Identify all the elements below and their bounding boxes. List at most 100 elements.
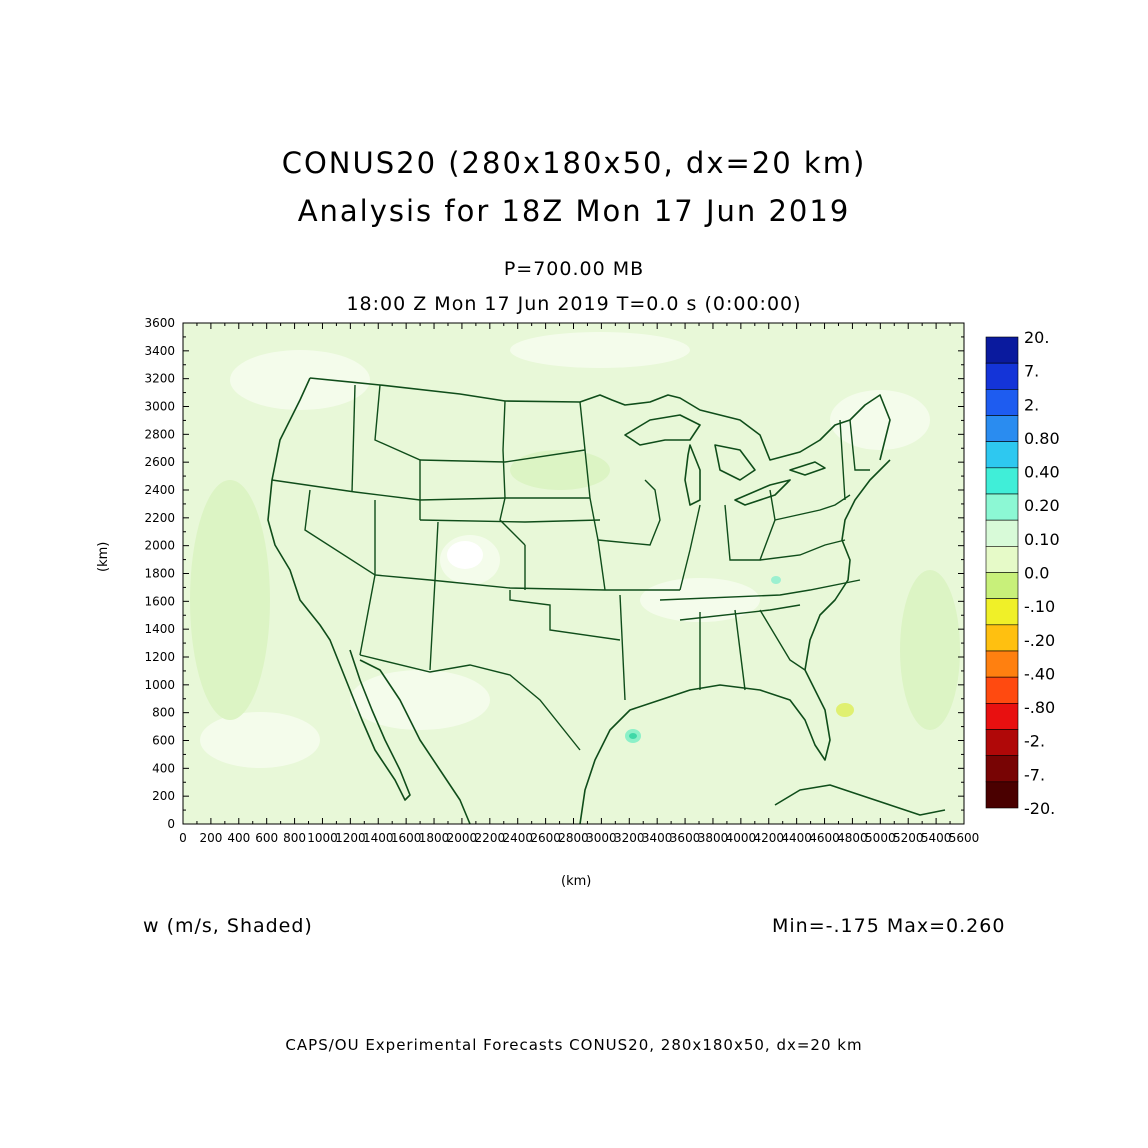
y-tick-label: 2600 [144,455,175,469]
colorbar-swatch [985,467,1019,495]
colorbar-label: -.20 [1024,631,1055,650]
shading-white-patch [447,541,483,569]
chart-title-line2: Analysis for 18Z Mon 17 Jun 2019 [297,194,851,228]
valid-time: 18:00 Z Mon 17 Jun 2019 T=0.0 s (0:00:00… [346,293,802,315]
min-max-readout: Min=-.175 Max=0.260 [772,915,1006,937]
colorbar-label: 20. [1024,328,1049,347]
x-tick-label: 5600 [949,831,980,845]
colorbar-swatch [985,362,1019,390]
colorbar-label: 0.0 [1024,564,1049,583]
y-tick-label: 400 [152,761,175,775]
colorbar-swatch [985,598,1019,626]
x-tick-label: 600 [255,831,278,845]
y-tick-label: 1000 [144,678,175,692]
x-tick-label: 0 [179,831,187,845]
y-tick-label: 3400 [144,344,175,358]
x-tick-label: 200 [199,831,222,845]
west-coast [267,377,411,801]
y-tick-label: 3000 [144,400,175,414]
x-tick-label: 800 [283,831,306,845]
x-tick-label: 2200 [475,831,506,845]
east-coast [804,459,891,671]
x-tick-label: 2000 [447,831,478,845]
x-tick-label: 4600 [809,831,840,845]
y-tick-label: 3200 [144,372,175,386]
x-tick-label: 3400 [642,831,673,845]
lake-huron [714,444,756,481]
x-axis-ticks: 0 200 400 600 800 100012001400160018002000220… [179,323,979,845]
coastline-and-borders [267,377,946,825]
mexico-coast [359,659,471,825]
x-tick-label: 1400 [363,831,394,845]
colorbar-swatch [985,415,1019,442]
lake-ontario [789,461,826,476]
x-axis-label: (km) [561,874,592,889]
y-tick-label: 2000 [144,539,175,553]
us-canada-border [309,377,891,461]
colorbar-label: 2. [1024,395,1039,414]
x-tick-label: 1200 [335,831,366,845]
footer-credit: CAPS/OU Experimental Forecasts CONUS20, … [285,1036,863,1054]
colorbar-swatch [985,650,1019,678]
colorbar-swatch [985,336,1019,364]
x-tick-label: 3600 [670,831,701,845]
x-tick-label: 3000 [586,831,617,845]
colorbar-swatch [985,519,1019,547]
y-tick-label: 2800 [144,427,175,441]
y-tick-label: 1800 [144,567,175,581]
gulf-coast [579,669,831,825]
x-tick-label: 4400 [781,831,812,845]
map-area [183,323,964,825]
colorbar-label: 0.80 [1024,429,1060,448]
colorbar-swatch [985,729,1019,756]
x-tick-label: 3200 [614,831,645,845]
colorbar: 20. 7. 2. 0.80 0.40 0.20 0.10 0.0 -.10 -.20 -.40 -.… [985,328,1060,818]
colorbar-label: 0.40 [1024,463,1060,482]
y-axis-ticks: 0 200 400 600 800 1000 1200 1400 1600 1800 2000 220… [144,316,964,831]
colorbar-swatch [985,546,1019,573]
y-tick-label: 1200 [144,650,175,664]
y-tick-label: 600 [152,734,175,748]
lake-michigan [684,444,701,506]
state-boundaries [271,384,870,751]
y-tick-label: 2200 [144,511,175,525]
lake-erie [734,479,791,506]
colorbar-swatch [985,441,1019,469]
colorbar-label: 0.20 [1024,496,1060,515]
field-label: w (m/s, Shaded) [143,915,313,937]
colorbar-label: -.10 [1024,597,1055,616]
x-tick-label: 5400 [921,831,952,845]
colorbar-swatch [985,755,1019,783]
colorbar-label: 0.10 [1024,530,1060,549]
y-tick-label: 1400 [144,622,175,636]
colorbar-label: -2. [1024,732,1045,751]
x-tick-label: 2800 [558,831,589,845]
colorbar-swatch [985,624,1019,652]
colorbar-swatch [985,703,1019,730]
colorbar-label: -20. [1024,799,1055,818]
x-tick-label: 1600 [391,831,422,845]
x-tick-label: 1000 [307,831,338,845]
x-tick-label: 400 [227,831,250,845]
y-tick-label: 3600 [144,316,175,330]
shading-light-patches [200,332,930,768]
x-tick-label: 2400 [502,831,533,845]
colorbar-label: -.40 [1024,664,1055,683]
colorbar-swatch [985,781,1019,809]
x-tick-label: 5000 [865,831,896,845]
x-tick-label: 3800 [698,831,729,845]
y-axis-label: (km) [96,541,111,572]
y-tick-label: 0 [167,817,175,831]
colorbar-swatch [985,676,1019,704]
y-tick-label: 800 [152,706,175,720]
shading-anomalies [625,576,854,743]
pressure-level: P=700.00 MB [503,258,645,280]
x-tick-label: 1800 [419,831,450,845]
shading-darker-patches [190,450,960,730]
colorbar-swatch [985,389,1019,416]
colorbar-label: -.80 [1024,698,1055,717]
y-tick-label: 2400 [144,483,175,497]
colorbar-swatch [985,572,1019,599]
x-tick-label: 2600 [530,831,561,845]
